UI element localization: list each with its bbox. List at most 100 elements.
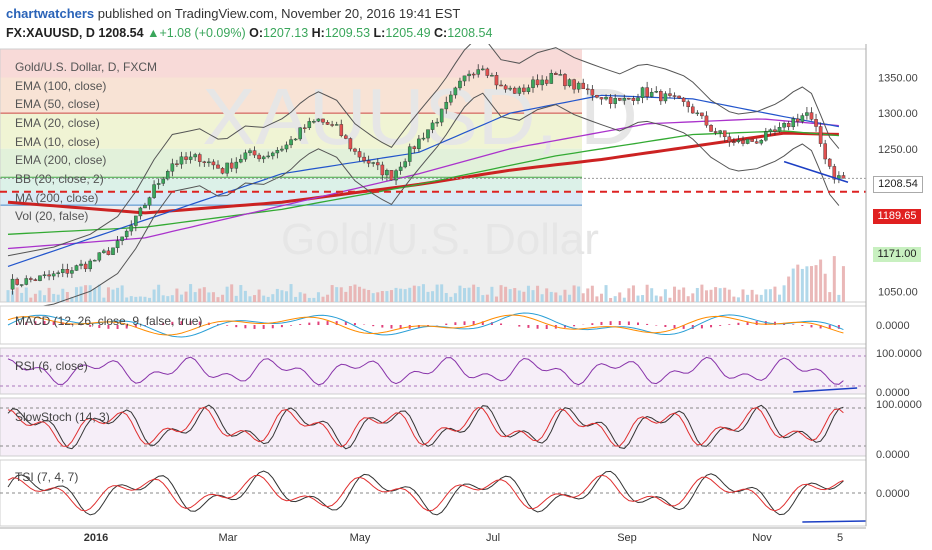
candle-body [138, 207, 143, 217]
candle-body [156, 183, 161, 185]
volume-bar [335, 287, 339, 302]
volume-bar [554, 292, 558, 302]
volume-bar [152, 289, 156, 302]
volume-bar [782, 285, 786, 302]
candle-body [531, 79, 535, 88]
candle-body [234, 161, 239, 169]
stoch-bottom-label: 0.0000 [876, 449, 910, 461]
author-link[interactable]: chartwatchers [6, 6, 95, 21]
volume-bar [24, 287, 28, 302]
volume-bars [6, 256, 845, 302]
legend-ema20: EMA (20, close) [15, 116, 100, 130]
candle-body [19, 284, 24, 286]
volume-bar [476, 286, 480, 302]
time-tick-label: Mar [219, 532, 238, 544]
candle-body [522, 87, 526, 92]
candle-body [795, 118, 800, 122]
volume-bar [718, 288, 722, 302]
candle-body [184, 156, 188, 160]
time-tick-label: Sep [617, 532, 637, 544]
volume-bar [650, 288, 654, 302]
volume-bar [472, 284, 476, 302]
volume-bar [138, 296, 142, 302]
volume-bar [526, 285, 530, 302]
candle-body [216, 164, 220, 169]
volume-bar [294, 296, 298, 302]
time-tick-label: Jul [486, 532, 500, 544]
macd-line [7, 312, 844, 338]
candle-body [289, 139, 293, 146]
bb-upper [7, 44, 840, 257]
volume-bar [522, 291, 526, 302]
stoch-top-label: 100.0000 [876, 399, 922, 411]
volume-bar [38, 290, 42, 302]
macd-label: MACD (12, 26, close, 9, false, true) [15, 314, 203, 328]
ma-line-2 [7, 118, 839, 250]
volume-bar [266, 296, 270, 302]
volume-bar [33, 293, 37, 302]
ma-line-3 [7, 94, 840, 267]
volume-bar [6, 290, 10, 302]
volume-bar [809, 266, 813, 302]
volume-bar [586, 288, 590, 302]
tsi-label: TSI (7, 4, 7) [15, 470, 79, 484]
volume-bar [399, 288, 403, 302]
candle-body [613, 97, 617, 104]
volume-bar [148, 297, 152, 302]
candle-body [814, 119, 818, 127]
candle-body [161, 178, 166, 184]
legend-ma200: MA (200, close) [15, 191, 99, 205]
candle-body [503, 85, 508, 90]
volume-bar [262, 295, 266, 302]
candle-body [270, 152, 275, 157]
volume-bar [545, 288, 549, 302]
volume-bar [303, 293, 307, 302]
candle-body [627, 97, 631, 100]
candle-body [485, 68, 490, 76]
volume-bar [230, 284, 234, 302]
candle-body [544, 79, 549, 84]
volume-bar [513, 288, 517, 302]
high-label: H: [311, 26, 325, 40]
candle-body [366, 160, 371, 164]
candle-body [704, 115, 709, 126]
volume-bar [746, 294, 750, 302]
time-tick-label: Nov [752, 532, 772, 544]
candle-body [211, 161, 216, 166]
volume-bar [595, 296, 599, 302]
volume-bar [558, 295, 562, 302]
candle-body [298, 127, 302, 140]
candle-body [759, 140, 764, 144]
candle-body [768, 129, 773, 132]
candle-body [47, 274, 51, 277]
volume-bar [120, 285, 124, 302]
candle-body [380, 164, 385, 176]
candle-body [622, 97, 627, 101]
volume-bar [499, 285, 503, 302]
candle-body [832, 166, 837, 180]
candle-body [321, 118, 325, 123]
candle-body [115, 240, 120, 249]
volume-bar [768, 289, 772, 302]
last-price-label: 1208.54 [873, 176, 923, 193]
volume-bar [412, 285, 416, 302]
volume-bar [253, 295, 257, 302]
chart-area[interactable]: XAUUSD, D Gold/U.S. Dollar 1350.001300.0… [0, 44, 932, 550]
candle-body [444, 101, 449, 110]
candle-body [120, 236, 124, 241]
candle-body [590, 89, 595, 96]
volume-bar [143, 296, 147, 302]
candle-body [599, 97, 604, 100]
candle-body [567, 79, 572, 87]
price-tick-label: 1300.00 [878, 108, 918, 120]
volume-bar [823, 273, 827, 302]
candle-body [426, 129, 430, 139]
volume-bar [485, 294, 489, 302]
candle-body [229, 162, 234, 169]
rsi-top-label: 100.0000 [876, 348, 922, 360]
volume-bar [348, 286, 352, 302]
rsi-trendline [793, 387, 858, 393]
volume-bar [239, 285, 243, 302]
candle-body [79, 263, 83, 266]
trendline [783, 160, 849, 183]
